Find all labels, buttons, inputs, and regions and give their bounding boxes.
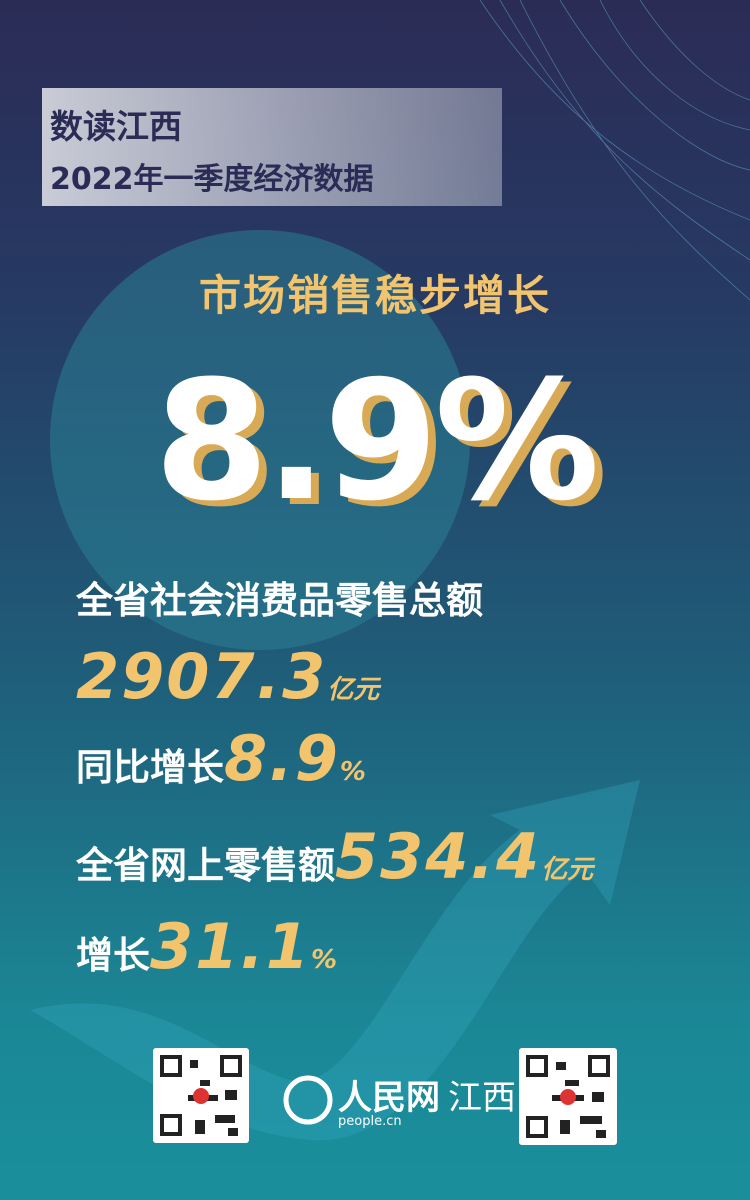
headline: 市场销售稳步增长 [198, 271, 551, 320]
logo-province: 江西 [448, 1078, 516, 1118]
logo-domain: people.cn [338, 1114, 402, 1129]
value: 31.1 [150, 910, 311, 983]
retail-total: 2907.3亿元 [76, 640, 379, 713]
unit: % [310, 945, 338, 975]
retail-label: 全省社会消费品零售总额 [76, 579, 483, 622]
unit: 亿元 [541, 855, 594, 885]
unit: % [339, 757, 366, 787]
logo-icon [283, 1075, 333, 1125]
qr-code-left [153, 1048, 249, 1143]
online-growth: 增长31.1% [76, 910, 337, 983]
online-retail: 全省网上零售额534.4亿元 [76, 820, 593, 893]
big-figure: 8.9% [154, 345, 600, 537]
label: 全省网上零售额 [76, 844, 335, 887]
bg-lines [479, 0, 750, 301]
value: 534.4 [335, 820, 542, 893]
header-title: 数读江西 [50, 107, 182, 146]
label: 增长 [76, 934, 150, 977]
value: 8.9 [224, 722, 340, 795]
logo-name: 人民网 [338, 1078, 440, 1118]
header-subtitle: 2022年一季度经济数据 [50, 162, 374, 197]
unit: 亿元 [327, 675, 380, 705]
logo: 人民网 江西 people.cn [338, 1070, 516, 1129]
qr-code-right [519, 1048, 617, 1145]
label: 同比增长 [76, 746, 224, 789]
bg-circle [50, 230, 470, 650]
value: 2907.3 [76, 640, 328, 713]
retail-growth: 同比增长8.9% [76, 722, 366, 795]
header-box [42, 88, 502, 206]
